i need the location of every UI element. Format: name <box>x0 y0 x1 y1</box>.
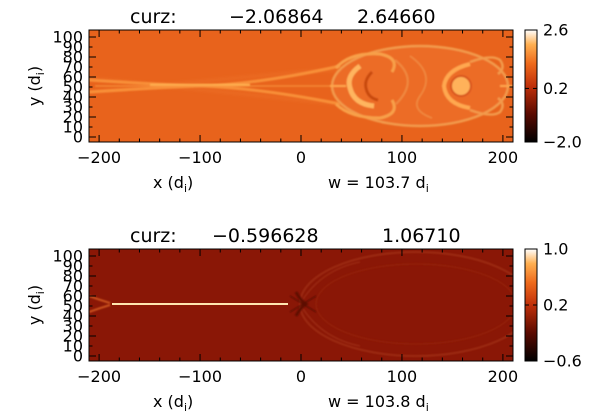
y-tick-label: 20 <box>63 108 83 127</box>
panel-2-colorbar-ticks: 1.0 0.2 −0.6 <box>525 240 582 371</box>
y-minor-tick-label: 10 <box>63 337 83 356</box>
y-tick-label: 80 <box>63 48 83 67</box>
y-minor-tick-label: 90 <box>63 257 83 276</box>
panel-1-field <box>89 30 513 142</box>
y-minor-tick-label: 50 <box>63 297 83 316</box>
y-tick-label: 40 <box>63 307 83 326</box>
panel-2-field <box>89 249 513 361</box>
x-tick-label: 100 <box>387 148 418 167</box>
y-tick-label: 100 <box>52 247 83 266</box>
panel-2-xlabel: x (di) <box>153 392 193 414</box>
x-tick-label: −100 <box>178 367 222 386</box>
x-tick-label: 200 <box>488 148 519 167</box>
panel-1-colorbar <box>524 29 538 143</box>
panel-2-title-max: 1.06710 <box>382 225 461 247</box>
x-tick-label: 0 <box>296 367 306 386</box>
y-tick-label: 0 <box>73 128 83 147</box>
x-tick-label: 100 <box>387 367 418 386</box>
x-tick-label: −200 <box>77 367 121 386</box>
panel-2: curz: −0.596628 1.06710 −200 −100 0 100 2000… <box>25 225 582 414</box>
y-minor-tick-label: 90 <box>63 38 83 57</box>
panel-2-ylabel: y (di) <box>25 285 47 325</box>
panel-1-annotation: w = 103.7 di <box>328 173 429 195</box>
panel-1-colorbar-ticks: 2.6 0.2 −2.0 <box>525 21 582 152</box>
panel-1-xlabel: x (di) <box>153 173 193 195</box>
colorbar-tick-label: 0.2 <box>543 296 568 315</box>
y-minor-tick-label: 10 <box>63 118 83 137</box>
panel-2-annotation: w = 103.8 di <box>328 392 429 414</box>
y-tick-label: 60 <box>63 68 83 87</box>
panel-1-title-max: 2.64660 <box>357 6 436 28</box>
x-tick-label: −100 <box>178 148 222 167</box>
x-tick-label: 200 <box>488 367 519 386</box>
x-tick-label: 0 <box>296 148 306 167</box>
colorbar-tick-label: 2.6 <box>543 21 568 40</box>
y-tick-label: 60 <box>63 287 83 306</box>
x-tick-label: −200 <box>77 148 121 167</box>
panel-2-title: curz: <box>130 225 177 247</box>
y-minor-tick-label: 50 <box>63 78 83 97</box>
y-tick-label: 20 <box>63 327 83 346</box>
y-tick-label: 0 <box>73 347 83 366</box>
panel-1-title-min: −2.06864 <box>229 6 324 28</box>
y-minor-tick-label: 30 <box>63 317 83 336</box>
panel-2-title-min: −0.596628 <box>212 225 319 247</box>
y-minor-tick-label: 30 <box>63 98 83 117</box>
y-tick-label: 80 <box>63 267 83 286</box>
y-tick-label: 40 <box>63 88 83 107</box>
colorbar-tick-label: −0.6 <box>543 352 582 371</box>
colorbar-tick-label: 0.2 <box>543 79 568 98</box>
colorbar-tick-label: −2.0 <box>543 133 582 152</box>
y-minor-tick-label: 70 <box>63 58 83 77</box>
panel-1: curz: −2.06864 2.64660 <box>25 6 582 195</box>
colorbar-tick-label: 1.0 <box>543 240 568 259</box>
y-minor-tick-label: 70 <box>63 277 83 296</box>
panel-1-title: curz: <box>130 6 177 28</box>
y-tick-label: 100 <box>52 28 83 47</box>
panel-1-ylabel: y (di) <box>25 66 47 106</box>
